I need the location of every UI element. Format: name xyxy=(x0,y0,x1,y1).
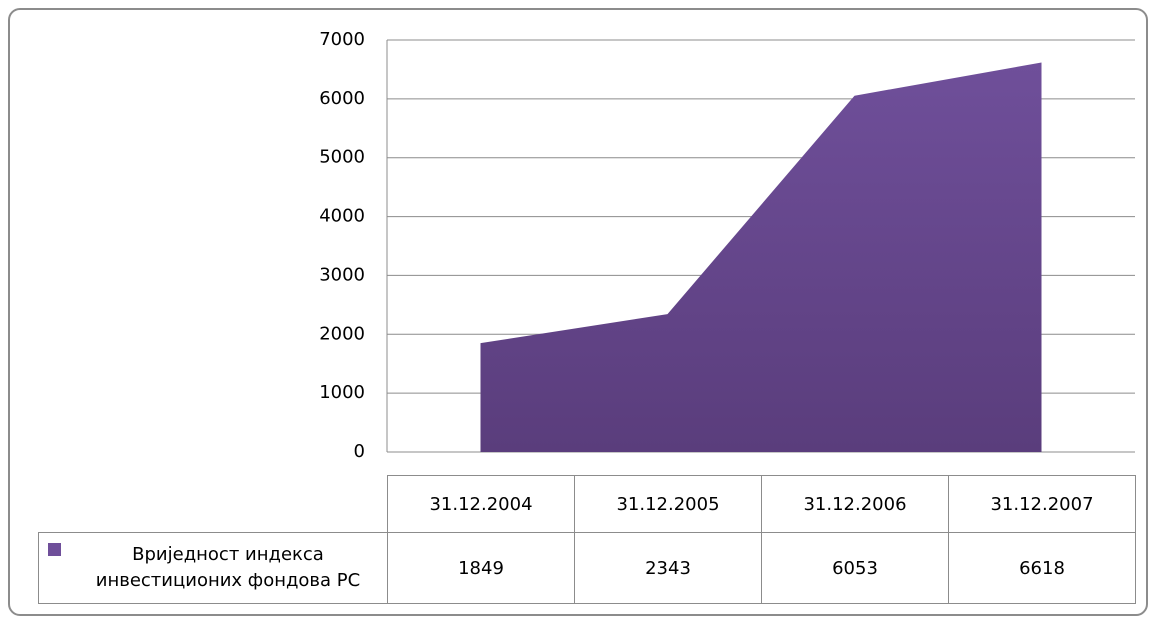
y-tick-label: 6000 xyxy=(319,88,365,109)
value-cell: 1849 xyxy=(387,532,575,604)
value-cell: 2343 xyxy=(574,532,762,604)
header-row: 31.12.2004 31.12.2005 31.12.2006 31.12.2… xyxy=(38,475,1136,533)
legend-cell: Вриједност индекса инвестиционих фондова… xyxy=(38,532,388,604)
data-row: Вриједност индекса инвестиционих фондова… xyxy=(38,532,1136,604)
category-cell: 31.12.2007 xyxy=(948,475,1136,533)
y-tick-label: 1000 xyxy=(319,382,365,403)
chart-frame xyxy=(8,8,1148,616)
value-cell: 6618 xyxy=(948,532,1136,604)
y-tick-label: 5000 xyxy=(319,147,365,168)
legend-label: Вриједност индекса инвестиционих фондова… xyxy=(95,544,361,591)
area xyxy=(480,62,1042,452)
y-tick-label: 7000 xyxy=(319,29,365,50)
category-cell: 31.12.2005 xyxy=(574,475,762,533)
y-tick-label: 3000 xyxy=(319,264,365,285)
legend-swatch xyxy=(48,543,61,556)
y-tick-label: 4000 xyxy=(319,206,365,227)
data-table: 31.12.2004 31.12.2005 31.12.2006 31.12.2… xyxy=(38,475,1136,604)
y-tick-label: 2000 xyxy=(319,323,365,344)
category-cell: 31.12.2006 xyxy=(761,475,949,533)
y-tick-label: 0 xyxy=(354,441,365,462)
category-cell: 31.12.2004 xyxy=(387,475,575,533)
corner-cell xyxy=(38,475,388,533)
value-cell: 6053 xyxy=(761,532,949,604)
